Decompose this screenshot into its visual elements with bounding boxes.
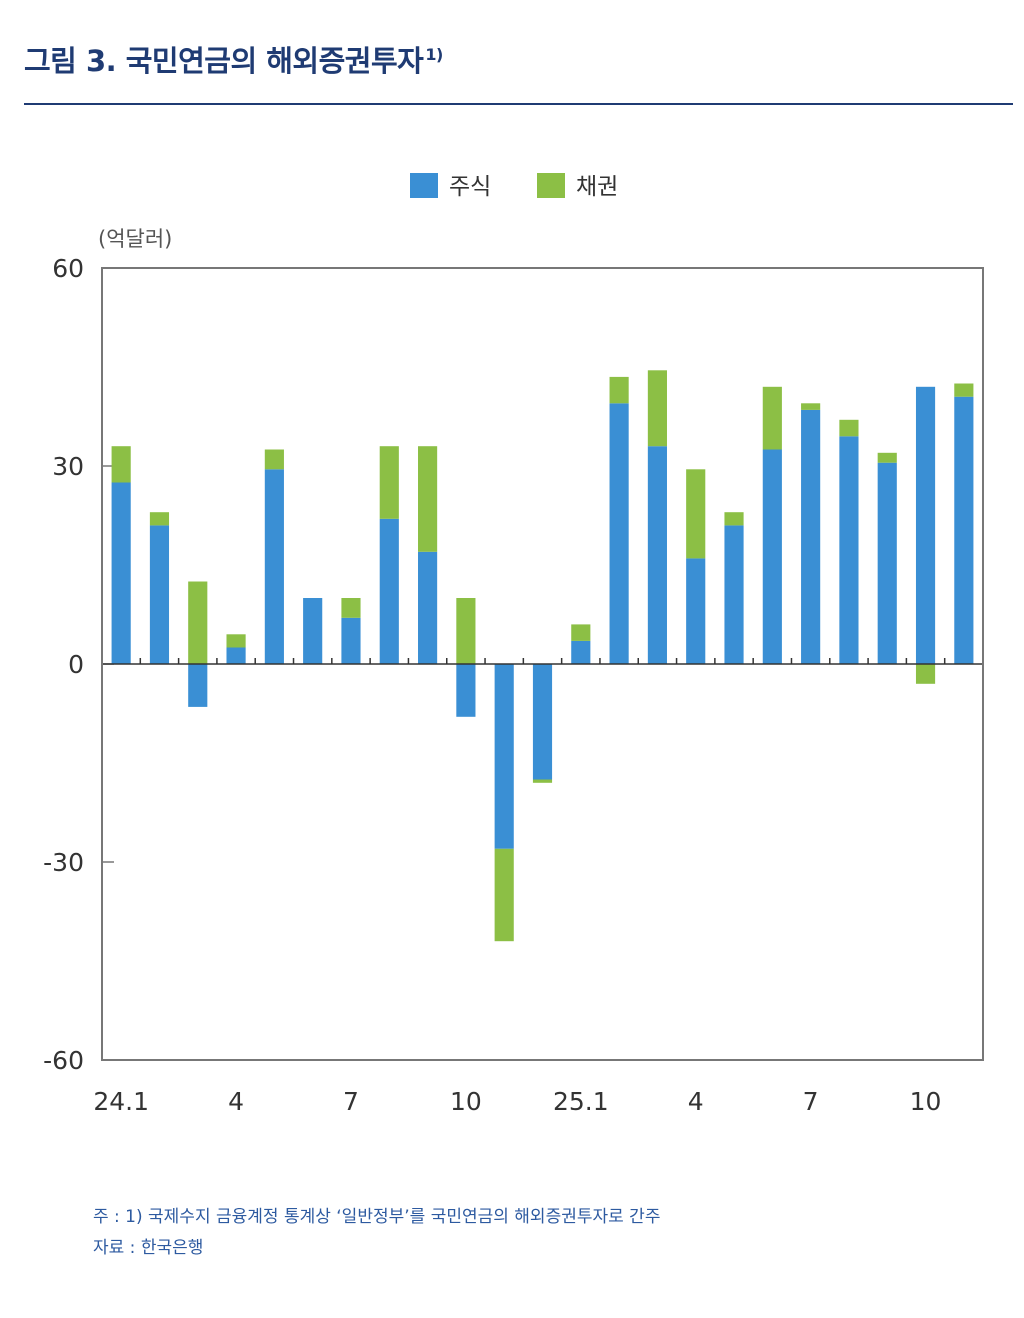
bar-stocks: [532, 664, 553, 780]
y-tick-label: 30: [52, 452, 84, 481]
legend-swatch-stocks: [410, 173, 438, 198]
legend-label-stocks: 주식: [449, 174, 491, 200]
x-tick-label: 4: [688, 1087, 704, 1116]
bar-stocks: [915, 386, 936, 664]
plot-frame: [101, 267, 984, 1061]
bar-stocks: [494, 664, 514, 849]
bar-bonds: [571, 624, 591, 641]
bar-bonds: [877, 452, 897, 463]
bar-bonds: [801, 403, 821, 410]
bar-bonds: [724, 512, 744, 526]
bar-stocks: [954, 396, 974, 664]
notes: 주 : 1) 국제수지 금융계정 통계상 ‘일반정부’를 국민연금의 해외증권투…: [93, 1202, 660, 1264]
bar-bonds: [341, 598, 361, 618]
x-tick-label: 25.1: [553, 1087, 609, 1116]
bar-stocks: [456, 664, 476, 717]
bar-bonds: [762, 386, 782, 450]
chart-title: 그림 3. 국민연금의 해외증권투자 1): [24, 38, 443, 80]
y-tick-label: -30: [43, 848, 84, 877]
bar-bonds: [609, 376, 629, 404]
x-axis: 24.1 4 7 10 25.1 4 7 10: [93, 658, 983, 1116]
bars: [111, 370, 974, 942]
y-axis-unit-label: (억달러): [98, 227, 172, 251]
bar-stocks: [762, 449, 782, 664]
y-tick-label: -60: [43, 1046, 84, 1075]
bar-bonds: [418, 446, 438, 552]
bar-bonds: [111, 446, 131, 483]
bar-stocks: [264, 469, 284, 664]
bar-bonds: [456, 598, 476, 664]
bar-stocks: [609, 403, 629, 664]
y-tick-label: 0: [68, 650, 84, 679]
bar-stocks: [379, 518, 399, 664]
bar-bonds: [149, 512, 170, 526]
x-tick-label: 10: [910, 1087, 942, 1116]
bar-stocks: [303, 598, 323, 664]
bar-bonds: [532, 779, 553, 783]
bar-stocks: [188, 664, 208, 707]
title-footnote-mark: 1): [425, 45, 443, 65]
bar-stocks: [341, 617, 361, 664]
bar-bonds: [226, 634, 246, 648]
y-axis: 60 30 0 -30 -60: [43, 254, 114, 1075]
bar-chart: 주식 채권 (억달러) 60 30 0 -30 -60 24.1 4 7 10 25.1 4 7 10: [43, 173, 984, 1116]
legend: 주식 채권: [410, 173, 618, 200]
x-tick-label: 10: [450, 1087, 482, 1116]
x-tick-label: 7: [803, 1087, 819, 1116]
bar-bonds: [264, 449, 284, 470]
title-divider: [24, 103, 1013, 105]
bar-stocks: [839, 436, 859, 664]
bar-stocks: [571, 640, 591, 664]
bar-stocks: [647, 446, 667, 664]
bar-stocks: [801, 409, 821, 664]
legend-label-bonds: 채권: [576, 174, 618, 200]
bar-bonds: [954, 383, 974, 397]
bar-bonds: [647, 370, 667, 447]
chart-title-text: 그림 3. 국민연금의 해외증권투자: [24, 44, 424, 78]
x-tick-label: 4: [228, 1087, 244, 1116]
bar-bonds: [188, 581, 208, 664]
bar-bonds: [379, 446, 399, 519]
bar-bonds: [686, 469, 706, 559]
bar-stocks: [226, 647, 246, 664]
bar-stocks: [418, 551, 438, 664]
bar-stocks: [111, 482, 131, 664]
bar-bonds: [915, 664, 936, 684]
x-tick-label: 7: [343, 1087, 359, 1116]
bar-bonds: [839, 419, 859, 437]
bar-stocks: [877, 462, 897, 664]
bar-stocks: [724, 525, 744, 664]
legend-swatch-bonds: [537, 173, 565, 198]
bar-stocks: [149, 525, 170, 664]
footnote: 주 : 1) 국제수지 금융계정 통계상 ‘일반정부’를 국민연금의 해외증권투…: [93, 1207, 661, 1227]
x-tick-label: 24.1: [93, 1087, 149, 1116]
bar-stocks: [686, 558, 706, 664]
bar-bonds: [494, 848, 514, 942]
source-note: 자료 : 한국은행: [93, 1238, 204, 1258]
y-tick-label: 60: [52, 254, 84, 283]
